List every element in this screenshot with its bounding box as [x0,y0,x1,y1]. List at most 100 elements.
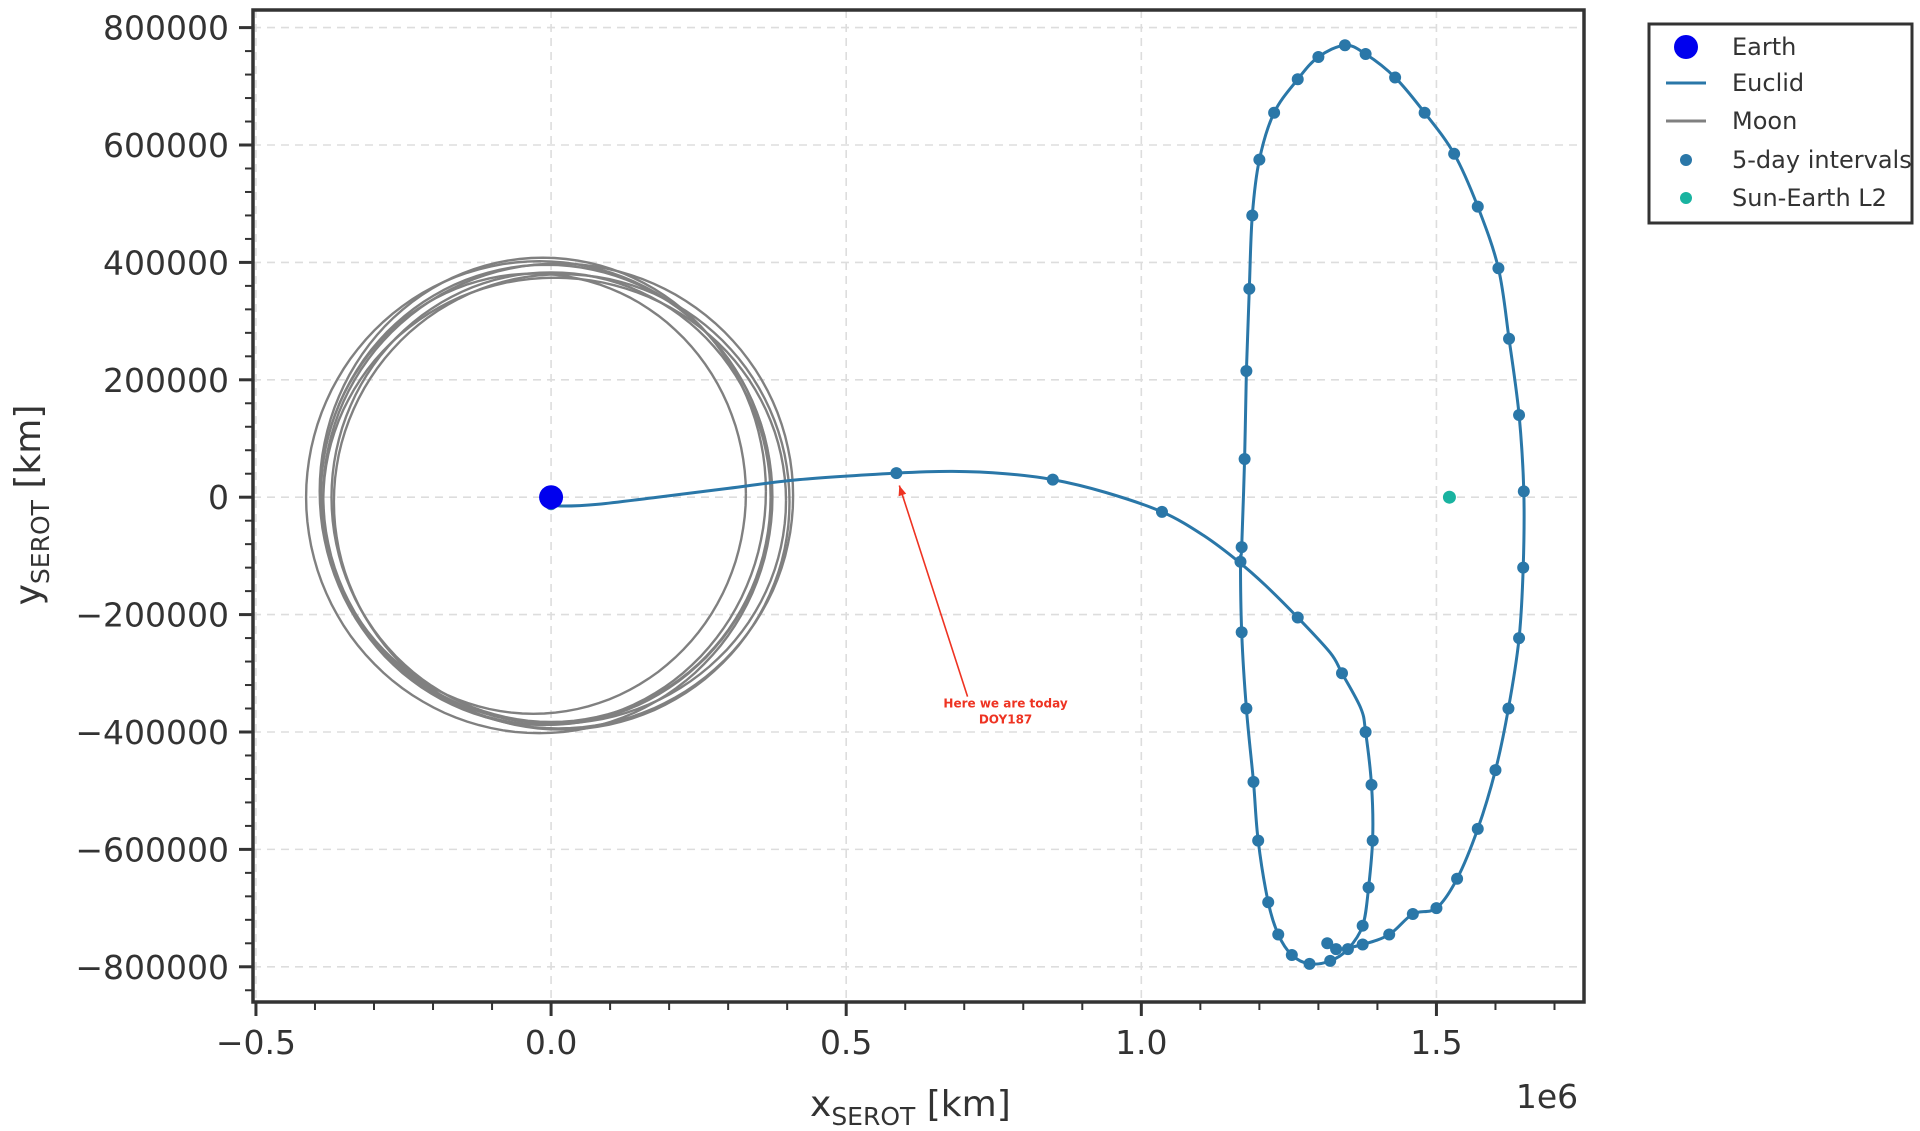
interval-marker-39 [1513,409,1526,422]
y-tick-label-6: −400000 [75,713,229,752]
interval-marker-23 [1238,453,1251,466]
five-day-interval-markers [545,39,1530,970]
interval-marker-42 [1513,632,1526,645]
annotation: Here we are today DOY187 [898,485,1068,727]
y-tick-label-0: 800000 [103,9,229,48]
x-tick-label-4: 1.5 [1410,1023,1462,1062]
y-tick-label-2: 400000 [103,243,229,282]
interval-marker-30 [1312,50,1325,63]
interval-marker-21 [1234,555,1247,568]
interval-marker-19 [1240,702,1253,715]
interval-marker-12 [1324,954,1337,967]
x-axis-label-main: x [810,1084,831,1125]
x-tick-label-0: −0.5 [216,1023,296,1062]
interval-marker-49 [1383,928,1396,941]
interval-marker-5 [1336,667,1348,680]
interval-marker-46 [1451,872,1464,885]
interval-marker-22 [1235,541,1248,554]
interval-marker-40 [1517,485,1530,498]
moon-orbit-loop-4 [321,262,795,730]
x-axis-label: xSEROT [km] [810,1084,1011,1131]
y-axis-label-unit: [km] [8,405,49,500]
grid [253,10,1584,1002]
interval-marker-34 [1418,106,1431,119]
interval-marker-16 [1262,896,1275,909]
annotation-text-line1: Here we are today [943,697,1067,711]
y-tick-label-7: −600000 [75,830,229,869]
y-axis-label-sub: SEROT [26,499,55,584]
interval-marker-31 [1338,39,1351,52]
interval-marker-36 [1471,200,1484,213]
interval-marker-6 [1359,725,1372,738]
legend-euclid-label: Euclid [1732,69,1804,97]
interval-marker-3 [1155,505,1168,518]
x-tick-label-2: 0.5 [820,1023,872,1062]
interval-marker-14 [1285,949,1298,962]
interval-marker-27 [1253,153,1266,166]
interval-marker-50 [1356,938,1369,951]
x-axis-label-sub: SEROT [831,1102,916,1131]
interval-marker-9 [1362,881,1375,894]
y-tick-label-1: 600000 [103,126,229,165]
x-axis-label-unit: [km] [915,1084,1010,1125]
interval-marker-24 [1240,364,1253,377]
interval-marker-26 [1246,209,1259,222]
x-tick-label-3: 1.0 [1115,1023,1167,1062]
interval-marker-44 [1489,764,1502,777]
annotation-text-line2: DOY187 [979,713,1032,727]
interval-marker-11 [1341,943,1354,956]
interval-marker-32 [1359,48,1372,61]
y-tick-label-8: −800000 [75,948,229,987]
interval-marker-20 [1235,626,1248,639]
y-axis-label-main: y [8,584,49,605]
earth-marker [539,485,564,510]
moon-orbit-loop-7 [319,272,748,716]
interval-marker-45 [1471,822,1484,835]
interval-marker-48 [1406,907,1419,920]
legend-intervals-label: 5-day intervals [1732,146,1912,174]
interval-marker-38 [1503,332,1516,345]
legend-intervals-marker [1680,154,1692,166]
interval-marker-8 [1366,834,1379,847]
x-axis-offset-label: 1e6 [1516,1077,1578,1116]
legend-box [1647,22,1914,225]
interval-marker-25 [1243,282,1256,295]
interval-marker-35 [1448,147,1461,160]
euclid-trajectory [550,43,1526,966]
y-axis-label: ySEROT [km] [8,405,55,606]
annotation-arrow-head [898,485,907,497]
interval-marker-18 [1247,775,1260,788]
interval-marker-43 [1502,702,1515,715]
interval-marker-13 [1303,957,1316,970]
legend-moon-label: Moon [1732,107,1797,135]
interval-marker-29 [1291,73,1304,86]
plot-frame [251,8,1586,1004]
y-tick-label-5: −200000 [75,596,229,635]
annotation-arrow-line [898,485,969,697]
legend-earth-label: Earth [1732,33,1796,61]
interval-marker-1 [890,467,903,480]
interval-marker-4 [1291,611,1304,624]
interval-marker-51 [1330,943,1343,956]
interval-marker-15 [1272,928,1285,941]
interval-marker-7 [1365,778,1378,791]
moon-orbit-loop-3 [318,256,768,727]
axis-ticks: −0.5 0.0 0.5 1.0 1.5 800000 600000 400000 200000… [75,9,1556,1062]
legend-l2-label: Sun-Earth L2 [1732,184,1887,212]
legend: Earth Euclid Moon 5-day intervals Sun-Ea… [1647,22,1914,225]
sun-earth-l2-marker [1442,490,1456,504]
interval-marker-17 [1252,834,1265,847]
interval-marker-33 [1389,71,1402,84]
interval-marker-10 [1356,919,1369,932]
legend-earth-marker [1674,35,1698,59]
x-tick-label-1: 0.0 [525,1023,577,1062]
moon-orbit [304,256,795,735]
interval-marker-28 [1268,106,1281,119]
interval-marker-37 [1492,262,1505,275]
moon-orbit-loop-5 [304,259,774,735]
moon-orbit-loop-6 [332,272,791,731]
legend-l2-marker [1680,192,1692,204]
y-tick-label-4: 0 [208,478,229,517]
interval-marker-47 [1430,902,1443,915]
interval-marker-2 [1046,473,1059,486]
